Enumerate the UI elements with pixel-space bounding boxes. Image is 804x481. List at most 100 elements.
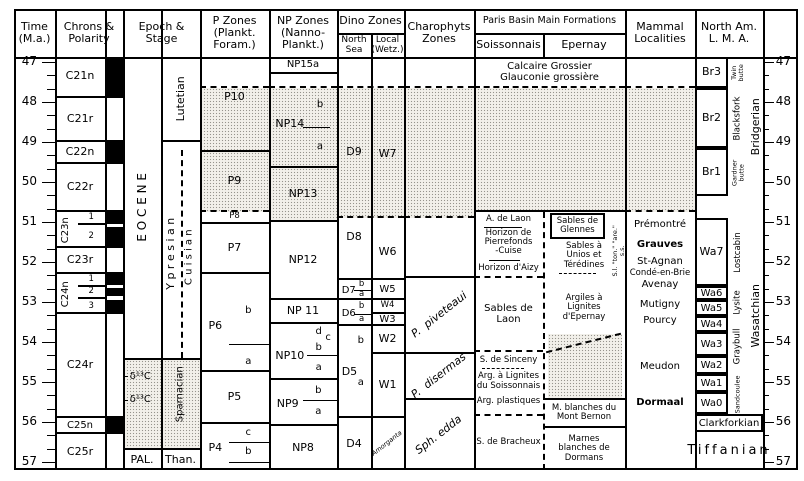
column-border [337,9,339,470]
time-label-55: 55 [21,374,38,389]
npz-area [269,380,337,426]
lma-wasatchian: Wasatchian [748,284,762,348]
dino-ns-line [354,290,371,291]
pz-p9: P9 [200,152,269,212]
lma-clarkforkian: Clarkforkian [695,414,763,432]
polarity-normal-c24n3 [105,299,123,314]
time-minor-tick [46,315,55,317]
time-minor-tick [46,355,55,357]
chron-2: 2 [88,230,94,241]
chron-area [55,212,105,248]
pz-area [200,57,269,88]
time-major-tick [41,422,55,423]
mam-st-agnan: St-Agnan [637,255,683,267]
time-minor-tick [46,75,55,77]
dino-ns-d9: D9 [346,144,362,158]
dino-loc-w6: W6 [378,244,397,258]
chart-frame [14,9,798,470]
na-sub-graybull: Graybull [732,328,743,364]
chron-1: 1 [77,212,105,226]
npz-np15a: NP15a [269,57,337,74]
dino-ns-b: b [358,278,365,289]
header-mammal-localities: Mammal Localities [634,19,686,45]
time-minor-tick [46,248,55,250]
time-minor-tick [46,275,55,277]
time-major-tick-right [763,142,774,143]
chron-c21n: C21n [55,57,105,98]
time-label-52: 52 [21,254,38,269]
time-label-49: 49 [21,134,38,149]
header-soissonnais: Soissonnais [476,37,541,51]
dino-loc-w2: W2 [371,326,404,354]
stage-lutetian: Lutetian [161,57,200,142]
column-border [763,9,765,470]
stage-area [161,142,200,360]
na-box-br1: Br1 [695,148,728,196]
time-minor-tick [46,155,55,157]
header-dino-zones: Dino Zones [339,13,402,27]
header-bottom-line [14,57,798,59]
time-minor-tick-right [763,195,770,197]
time-minor-tick [46,448,55,450]
npz-np12: NP12 [269,222,337,300]
pz-line [228,442,269,443]
na-sub-gardner-butte: Gardner butte [730,159,745,187]
time-label-56: 56 [21,414,38,429]
time-minor-tick-right [763,168,770,170]
time-minor-tick-right [763,115,770,117]
dino-ns-area [337,280,371,300]
stage-ypresian: Y p r e s i a n [163,218,177,290]
time-label-50: 50 [21,174,38,189]
time-major-tick-right [763,302,774,303]
ypresian-cuisian-divider [181,150,183,358]
mam-avenay: Avenay [641,279,679,291]
time-major-tick [41,462,55,463]
epernay-diagonal-boundary [543,324,625,360]
pz-p7: P7 [200,224,269,274]
npz-d: d [315,325,322,337]
stage-sparnacian: Sparnacian [174,366,186,422]
dino-ns-a: a [357,376,364,388]
na-box-wa1: Wa1 [695,374,728,392]
time-minor-tick [46,168,55,170]
column-border [55,9,57,470]
header-dino-north-sea: North Sea [341,34,367,55]
pb-s-s-de-sinceny: S. de Sinceny [479,354,538,365]
dino-subheader-line [337,33,404,35]
header-p-zones: P Zones (Plankt. Foram.) [212,13,257,52]
header-north-am-lma: North Am. L. M. A. [701,19,757,45]
time-minor-tick [46,88,55,90]
epoch-paleocene: PAL. [130,452,154,466]
time-major-tick [41,102,55,103]
pb-s-line [482,368,524,370]
mam-dormaal: Dormaal [636,396,684,408]
na-box-wa5: Wa5 [695,300,728,316]
pz-p8: P8 [200,212,269,224]
polarity-normal-c21n [105,57,123,98]
npz-np8: NP8 [292,440,314,454]
pb-e-area [543,274,625,400]
time-label-right-57: 57 [775,454,792,469]
pb-e-marnes-blanches-de-dormans: Marnes blanches de Dormans [558,433,610,463]
npz-b: b [315,341,322,353]
time-label-right-48: 48 [775,94,792,109]
column-border [200,9,202,470]
delta13c-excursion-1: δ¹³C [129,370,151,382]
mam-grauves: Grauves [636,238,684,250]
npz-b: b [316,98,324,110]
dino-loc-w4: W4 [371,300,404,314]
npz-area [269,74,337,88]
pb-e-m-blanches-du-mont-bernon: M. blanches du Mont Bernon [543,400,625,428]
dino-ns-area [337,300,371,326]
chron-2: 2 [77,287,105,299]
pb-s-area [474,352,543,416]
time-label-right-55: 55 [775,374,792,389]
pb-s-line [484,226,523,228]
mam-stipple [625,88,695,212]
pb-s-sables-de-laon: Sables de Laon [474,278,543,352]
time-minor-tick [46,235,55,237]
time-minor-tick-right [763,288,770,290]
column-border [105,9,107,470]
pb-e-sables-unios-et-t-r-dines: Sables à Unios et Térédines [563,240,605,270]
